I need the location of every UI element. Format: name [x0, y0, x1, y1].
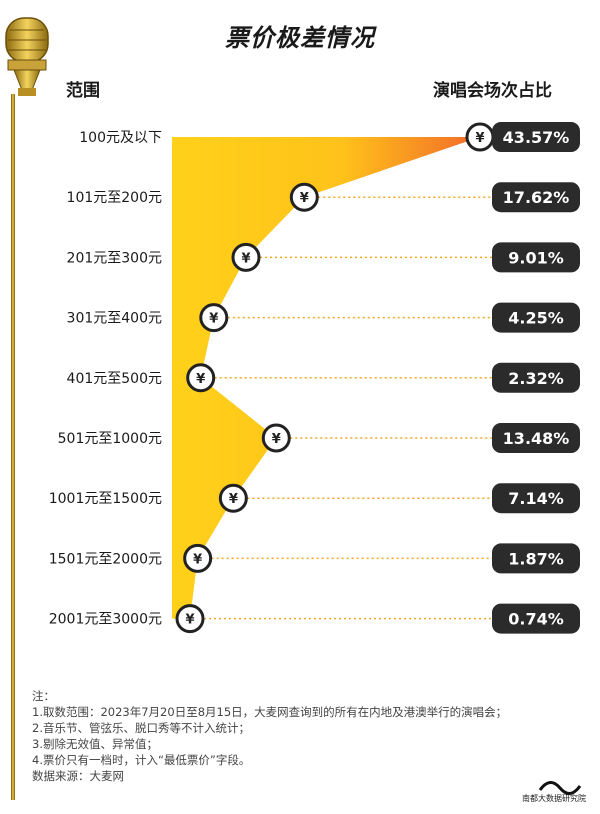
value-label: 7.14%: [508, 489, 564, 508]
category-label: 1501元至2000元: [49, 551, 162, 567]
yen-coin-icon: ¥: [199, 303, 229, 333]
area-path: [172, 137, 480, 619]
value-badge: [492, 423, 580, 453]
range-header: 范围: [66, 81, 100, 101]
value-label: 13.48%: [503, 429, 570, 448]
chart-rows: 100元及以下 ¥43.57% 101元至200元 ¥17.62% 201元至300元 ¥…: [49, 122, 580, 634]
value-label: 1.87%: [508, 549, 564, 568]
notes-block: 注： 1.取数范围：2023年7月20日至8月15日，大麦网查询到的所有在内地及…: [32, 688, 572, 784]
yen-coin-icon: ¥: [183, 543, 213, 573]
yen-coin-icon: ¥: [218, 483, 248, 513]
yen-coin-icon: ¥: [175, 604, 205, 634]
value-badge: [492, 122, 580, 152]
category-label: 401元至500元: [67, 371, 162, 387]
category-label: 2001元至3000元: [49, 612, 162, 628]
value-label: 43.57%: [503, 128, 570, 147]
note-line: 3.剔除无效值、异常值；: [32, 737, 158, 751]
note-line: 注：: [32, 689, 55, 703]
svg-text:¥: ¥: [241, 251, 250, 266]
value-badge: [492, 362, 580, 393]
svg-text:¥: ¥: [229, 492, 238, 507]
yen-coin-icon: ¥: [231, 242, 261, 272]
svg-text:¥: ¥: [209, 312, 218, 327]
svg-text:¥: ¥: [300, 191, 309, 206]
value-badge: [492, 603, 580, 634]
svg-text:¥: ¥: [272, 432, 281, 447]
yen-coin-icon: ¥: [289, 182, 319, 212]
value-badge: [492, 543, 580, 574]
note-line: 4.票价只有一档时，计入“最低票价”字段。: [32, 753, 251, 767]
value-label: 0.74%: [508, 610, 564, 629]
value-badge: [492, 182, 580, 213]
svg-text:¥: ¥: [193, 552, 202, 567]
microphone-icon: [5, 17, 49, 800]
value-badge: [492, 302, 580, 333]
category-label: 201元至300元: [67, 250, 162, 266]
category-label: 501元至1000元: [58, 431, 162, 447]
category-label: 101元至200元: [67, 190, 162, 206]
logo-icon: [538, 781, 582, 795]
yen-coin-icon: ¥: [186, 363, 216, 393]
value-label: 9.01%: [508, 248, 564, 267]
value-label: 2.32%: [508, 369, 564, 388]
value-badge: [492, 242, 580, 273]
note-line: 2.音乐节、管弦乐、脱口秀等不计入统计；: [32, 721, 250, 735]
category-label: 100元及以下: [79, 130, 162, 146]
value-badge: [492, 483, 580, 514]
share-header: 演唱会场次占比: [433, 81, 552, 101]
note-line: 数据来源：大麦网: [32, 769, 124, 783]
svg-text:¥: ¥: [475, 131, 484, 146]
svg-text:¥: ¥: [185, 613, 194, 628]
yen-coin-icon: ¥: [465, 122, 495, 152]
svg-text:¥: ¥: [196, 372, 205, 387]
area-fill: [172, 137, 480, 619]
category-label: 1001元至1500元: [49, 491, 162, 507]
value-label: 17.62%: [503, 188, 570, 207]
category-label: 301元至400元: [67, 311, 162, 327]
value-label: 4.25%: [508, 309, 564, 328]
note-line: 1.取数范围：2023年7月20日至8月15日，大麦网查询到的所有在内地及港澳举…: [32, 705, 508, 719]
logo-text: 南都大数据研究院: [522, 794, 586, 803]
page-title: 票价极差情况: [225, 24, 375, 52]
yen-coin-icon: ¥: [261, 423, 291, 453]
